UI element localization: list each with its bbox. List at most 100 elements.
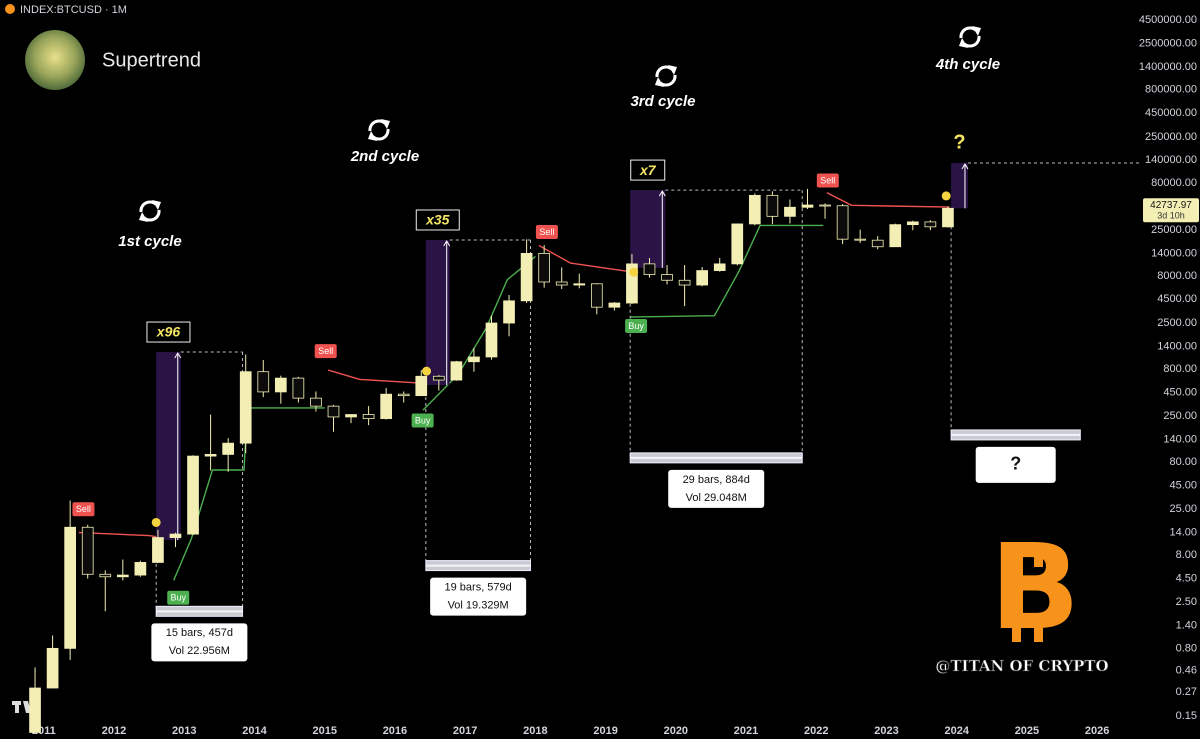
info-box xyxy=(975,446,1056,483)
signal-label: Sell xyxy=(539,227,554,237)
projection-label: x7 xyxy=(639,162,657,178)
signal-label: Buy xyxy=(628,321,644,331)
candle-body xyxy=(643,263,656,275)
cycle-label: 4th cycle xyxy=(935,56,1000,73)
y-tick-label: 4500000.00 xyxy=(1139,14,1197,26)
info-box xyxy=(430,577,527,616)
x-tick-label: 2015 xyxy=(312,725,336,737)
candle-body xyxy=(292,377,305,399)
candle-body xyxy=(64,526,76,649)
info-text: 29 bars, 884d xyxy=(683,474,750,486)
candle-body xyxy=(889,224,902,248)
signal-dot xyxy=(422,366,432,376)
y-tick-label: 450000.00 xyxy=(1145,107,1197,119)
projection-label-box xyxy=(630,159,666,181)
tv-logo xyxy=(12,701,31,713)
signal-label-box xyxy=(816,173,839,188)
y-tick-label: 14.00 xyxy=(1169,527,1197,539)
y-tick-label: 0.46 xyxy=(1176,665,1197,677)
y-tick-label: 4500.00 xyxy=(1157,293,1197,305)
info-text: Vol 29.048M xyxy=(686,492,747,504)
candle-body xyxy=(555,281,568,286)
candle-body xyxy=(274,377,287,393)
y-tick-label: 80.00 xyxy=(1169,456,1197,468)
signal-label-box xyxy=(411,413,434,428)
y-tick-label: 2500.00 xyxy=(1157,317,1197,329)
candle-body xyxy=(784,206,796,217)
candle-body xyxy=(432,375,445,381)
candle-body xyxy=(485,322,498,358)
candle-body xyxy=(713,263,726,271)
signal-label: Sell xyxy=(820,175,835,185)
y-tick-label: 2500000.00 xyxy=(1139,38,1197,50)
candle-body xyxy=(766,194,779,217)
info-text: Vol 22.956M xyxy=(169,645,230,657)
price-tag-value: 42737.97 xyxy=(1150,200,1192,211)
y-tick-label: 0.80 xyxy=(1176,642,1197,654)
candle-body xyxy=(239,371,252,444)
candle-body xyxy=(204,453,217,457)
projection-arrow-head xyxy=(174,352,182,359)
x-tick-label: 2018 xyxy=(523,725,547,737)
candle-body xyxy=(590,283,603,308)
x-tick-label: 2016 xyxy=(383,725,407,737)
x-tick-label: 2012 xyxy=(102,725,126,737)
candle-body xyxy=(468,356,480,363)
x-tick-label: 2017 xyxy=(453,725,477,737)
candle-body xyxy=(169,533,182,538)
y-tick-label: 8000.00 xyxy=(1157,270,1197,282)
signal-label: Buy xyxy=(170,593,186,603)
y-tick-label: 0.27 xyxy=(1176,686,1197,698)
info-text: 15 bars, 457d xyxy=(166,627,233,639)
projection-arrow-head xyxy=(443,240,451,247)
y-tick-label: 250000.00 xyxy=(1145,131,1197,143)
cycle-label: 2nd cycle xyxy=(350,148,419,165)
cycle-label: 3rd cycle xyxy=(630,93,695,110)
y-tick-label: 45.00 xyxy=(1169,479,1197,491)
candle-body xyxy=(29,687,41,733)
signal-label-box xyxy=(625,319,648,334)
candle-body xyxy=(134,562,147,576)
candle-body xyxy=(819,204,831,207)
x-tick-label: 2013 xyxy=(172,725,196,737)
price-tag xyxy=(1143,198,1199,223)
candle-body xyxy=(345,414,357,418)
candle-body xyxy=(81,526,94,575)
candle-body xyxy=(626,263,638,304)
y-tick-label: 80000.00 xyxy=(1151,177,1197,189)
info-box xyxy=(668,469,765,508)
y-tick-label: 140.00 xyxy=(1163,433,1197,445)
y-tick-label: 25.00 xyxy=(1169,503,1197,515)
y-tick-label: 1.40 xyxy=(1176,620,1197,632)
candle-body xyxy=(503,300,515,324)
candle-body xyxy=(152,537,164,563)
candle-body xyxy=(415,375,428,397)
info-text: ? xyxy=(1010,454,1021,474)
candle-body xyxy=(116,574,129,578)
signal-label: Sell xyxy=(76,504,91,514)
y-tick-label: 1400000.00 xyxy=(1139,61,1197,73)
candle-body xyxy=(608,302,621,308)
projection-label-box xyxy=(415,209,460,231)
avatar xyxy=(25,30,85,90)
candle-body xyxy=(310,397,322,407)
candle-body xyxy=(257,371,270,393)
signal-label: Sell xyxy=(318,346,333,356)
projection-label: x35 xyxy=(425,212,450,228)
candle-body xyxy=(573,283,586,286)
candle-body xyxy=(942,207,954,228)
y-tick-label: 800000.00 xyxy=(1145,84,1197,96)
candle-body xyxy=(46,647,59,689)
x-tick-label: 2025 xyxy=(1015,725,1039,737)
y-tick-label: 0.15 xyxy=(1176,710,1197,722)
x-tick-label: 2022 xyxy=(804,725,828,737)
candle-body xyxy=(397,393,410,397)
candle-body xyxy=(661,274,673,281)
candle-body xyxy=(731,223,744,265)
symbol-icon xyxy=(5,4,15,14)
projection-bar xyxy=(425,239,450,385)
candle-body xyxy=(327,405,340,418)
info-box xyxy=(151,623,248,662)
candle-body xyxy=(748,194,761,225)
